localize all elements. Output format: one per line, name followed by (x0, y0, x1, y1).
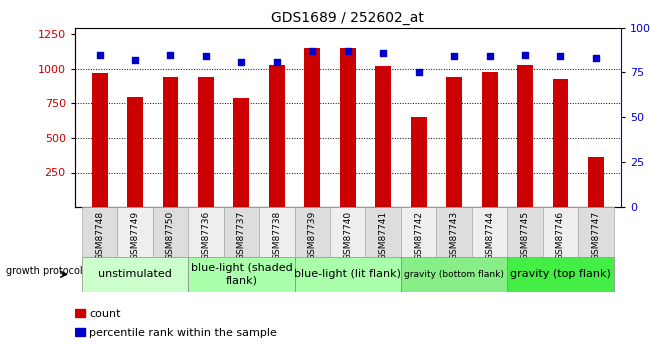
Text: GSM87736: GSM87736 (202, 211, 211, 260)
FancyBboxPatch shape (436, 207, 472, 257)
Text: gravity (bottom flank): gravity (bottom flank) (404, 270, 504, 279)
Point (378, 50, 389, 56)
Point (165, 52, 176, 57)
FancyBboxPatch shape (153, 207, 188, 257)
Bar (340, 48, 356, 207)
Bar (482, 72, 497, 207)
Point (520, 52, 530, 57)
Text: GSM87742: GSM87742 (414, 211, 423, 260)
Text: GSM87738: GSM87738 (272, 211, 281, 260)
Bar (127, 97, 143, 207)
Point (484, 53, 495, 59)
Bar (411, 117, 426, 207)
Text: GSM87749: GSM87749 (131, 211, 140, 260)
Bar (269, 65, 285, 207)
Text: count: count (90, 309, 121, 319)
Bar (375, 66, 391, 207)
FancyBboxPatch shape (365, 207, 401, 257)
Bar (75, 309, 84, 317)
Text: gravity (top flank): gravity (top flank) (510, 269, 611, 279)
Point (130, 57, 140, 63)
Text: GSM87747: GSM87747 (592, 211, 601, 260)
Text: GSM87750: GSM87750 (166, 211, 175, 260)
Point (236, 59, 246, 65)
Bar (198, 77, 214, 207)
FancyBboxPatch shape (330, 207, 365, 257)
FancyBboxPatch shape (401, 207, 436, 257)
Text: percentile rank within the sample: percentile rank within the sample (90, 328, 278, 338)
Point (449, 53, 460, 59)
FancyBboxPatch shape (82, 257, 188, 292)
Bar (446, 77, 462, 207)
FancyBboxPatch shape (188, 257, 294, 292)
Bar (75, 328, 84, 336)
FancyBboxPatch shape (578, 207, 614, 257)
FancyBboxPatch shape (507, 207, 543, 257)
Title: GDS1689 / 252602_at: GDS1689 / 252602_at (271, 11, 424, 25)
Text: unstimulated: unstimulated (98, 269, 172, 279)
Bar (233, 98, 250, 207)
Text: GSM87741: GSM87741 (379, 211, 387, 260)
Point (307, 48, 317, 54)
Text: GSM87743: GSM87743 (450, 211, 459, 260)
FancyBboxPatch shape (294, 257, 401, 292)
Point (343, 48, 353, 54)
FancyBboxPatch shape (259, 207, 294, 257)
Bar (304, 48, 320, 207)
FancyBboxPatch shape (472, 207, 507, 257)
Point (413, 70, 424, 75)
Bar (552, 79, 569, 207)
Text: blue-light (shaded
flank): blue-light (shaded flank) (190, 264, 292, 285)
FancyBboxPatch shape (224, 207, 259, 257)
Text: GSM87744: GSM87744 (485, 211, 494, 260)
Bar (517, 65, 533, 207)
Bar (92, 73, 107, 207)
FancyBboxPatch shape (507, 257, 614, 292)
Point (201, 53, 211, 59)
FancyBboxPatch shape (188, 207, 224, 257)
FancyBboxPatch shape (543, 207, 578, 257)
Point (591, 55, 601, 61)
Text: GSM87737: GSM87737 (237, 211, 246, 260)
Point (555, 53, 566, 59)
Text: GSM87746: GSM87746 (556, 211, 565, 260)
Text: GSM87740: GSM87740 (343, 211, 352, 260)
Text: GSM87745: GSM87745 (521, 211, 530, 260)
Text: GSM87748: GSM87748 (95, 211, 104, 260)
Bar (588, 157, 604, 207)
FancyBboxPatch shape (401, 257, 507, 292)
Text: growth protocol: growth protocol (6, 266, 83, 276)
FancyBboxPatch shape (294, 207, 330, 257)
Point (272, 59, 282, 65)
FancyBboxPatch shape (82, 207, 117, 257)
FancyBboxPatch shape (117, 207, 153, 257)
Text: GSM87739: GSM87739 (308, 211, 317, 260)
Text: blue-light (lit flank): blue-light (lit flank) (294, 269, 401, 279)
Point (94, 52, 105, 57)
Bar (162, 77, 179, 207)
